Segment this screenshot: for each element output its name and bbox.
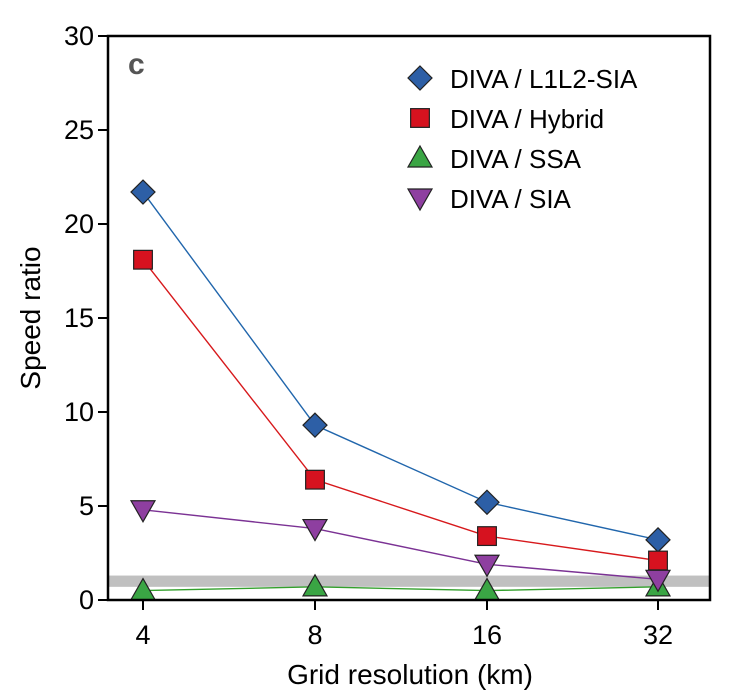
x-tick-label: 4 <box>135 620 150 650</box>
legend-marker <box>410 108 430 128</box>
series-line <box>142 191 659 541</box>
x-tick-label: 8 <box>307 620 322 650</box>
reference-band <box>108 575 710 587</box>
data-point <box>301 573 329 597</box>
x-tick-label: 16 <box>472 620 502 650</box>
legend-marker <box>406 188 434 212</box>
reference-band-layer <box>108 575 710 587</box>
y-axis-title: Speed ratio <box>15 246 46 389</box>
data-point <box>644 569 672 593</box>
data-point <box>648 550 668 571</box>
legend-marker <box>407 65 433 91</box>
y-tick-label: 15 <box>64 303 94 333</box>
data-point <box>301 518 329 542</box>
data-point <box>129 500 157 523</box>
data-point <box>133 249 153 270</box>
series-line <box>142 509 659 581</box>
legend-label: DIVA / L1L2-SIA <box>450 64 638 94</box>
data-point <box>473 554 501 578</box>
series-line <box>142 259 659 562</box>
x-axis-title: Grid resolution (km) <box>287 659 533 690</box>
legend-marker <box>406 144 434 168</box>
y-tick-label: 10 <box>64 397 94 427</box>
data-point <box>474 489 500 516</box>
series-markers-layer <box>129 179 672 601</box>
y-tick-label: 30 <box>64 21 94 51</box>
data-point <box>302 412 328 439</box>
y-tick-label: 5 <box>79 491 94 521</box>
x-tick-label: 32 <box>643 620 673 650</box>
legend-label: DIVA / SIA <box>450 184 572 214</box>
series-line <box>142 586 659 592</box>
data-point <box>130 179 156 205</box>
data-point <box>645 526 671 553</box>
y-tick-label: 25 <box>64 115 94 145</box>
y-tick-label: 0 <box>79 585 94 615</box>
data-point <box>477 526 497 547</box>
data-point <box>305 469 325 490</box>
axis-ticks-layer: 0 5 10 15 20 25 30 4 8 16 32 <box>64 21 673 650</box>
legend-label: DIVA / Hybrid <box>450 104 604 134</box>
y-tick-label: 20 <box>64 209 94 239</box>
series-lines-layer <box>142 191 659 592</box>
panel-label: c <box>128 48 145 81</box>
legend-label: DIVA / SSA <box>450 144 582 174</box>
legend: DIVA / L1L2-SIA DIVA / Hybrid DIVA / SSA DI… <box>406 64 638 214</box>
